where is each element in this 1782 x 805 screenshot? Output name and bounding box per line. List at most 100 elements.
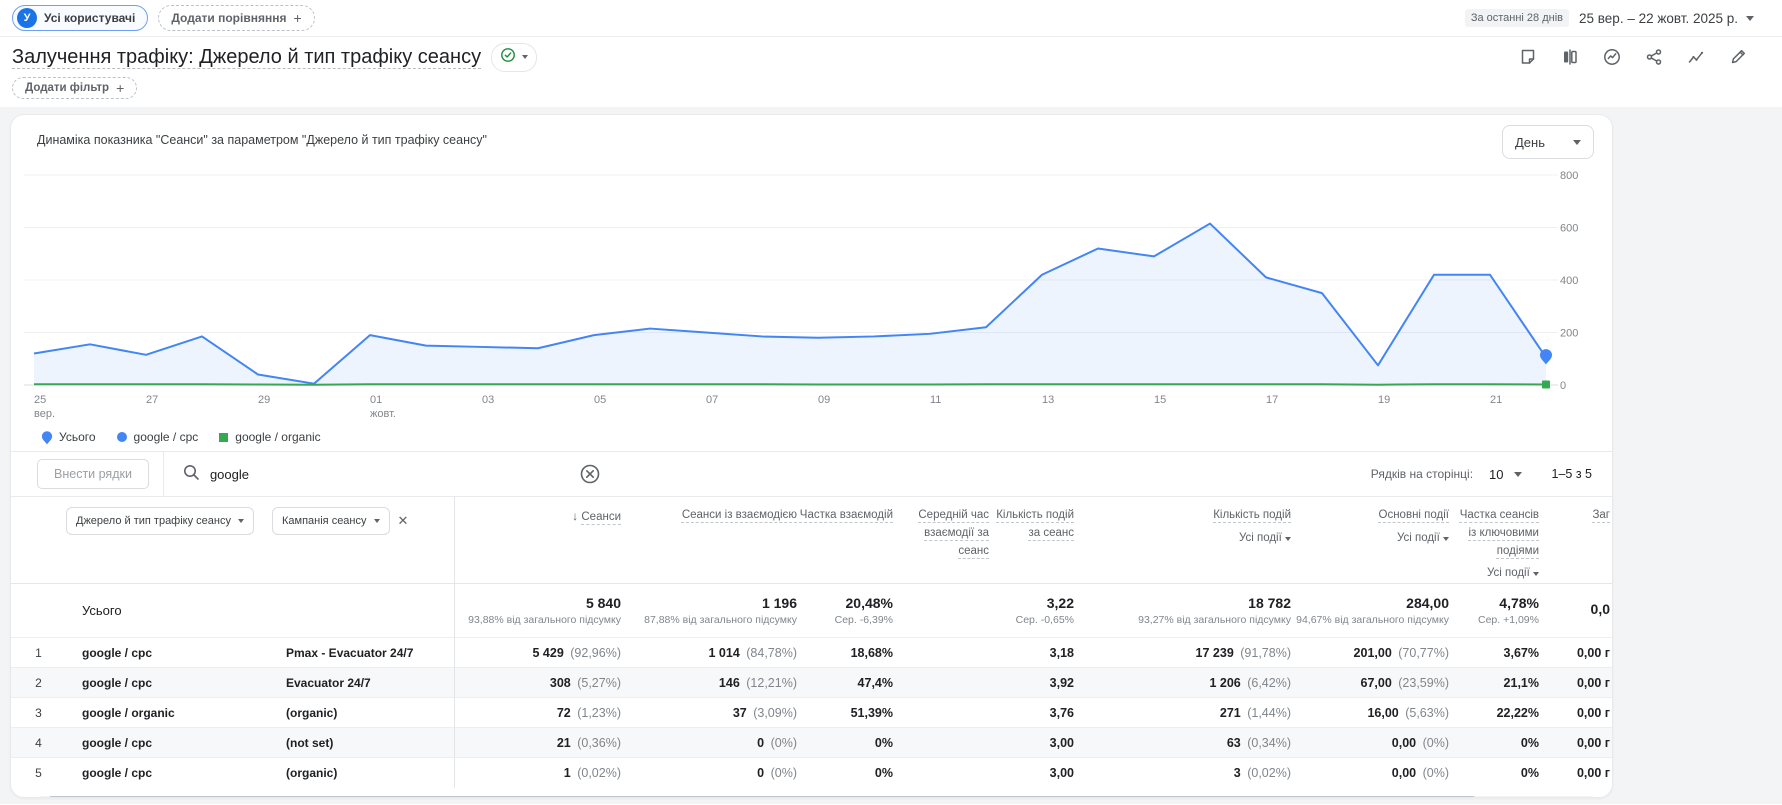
metric-cell: 3 (0,02%) [1233,766,1291,780]
metric-cell: 0,00 г [1576,675,1610,690]
comparison-button[interactable] [1554,42,1586,72]
secondary-dimension-select[interactable]: Кампанія сеансу [272,507,390,535]
metric-cell: 3,18 [1049,645,1074,660]
column-label: Основні події [1378,509,1449,521]
chevron-down-icon [1746,15,1754,21]
primary-dimension-select[interactable]: Джерело й тип трафіку сеансу [66,507,254,535]
add-comparison-chip[interactable]: Додати порівняння + [158,5,315,31]
row-number: 4 [35,735,42,750]
column-label: Сеанси із взаємодією [681,509,797,521]
svg-text:15: 15 [1154,394,1166,406]
filter-bar: Додати фільтр + [0,77,1782,107]
plus-icon: + [293,10,302,26]
chevron-down-icon [522,55,529,59]
table-row-4: 4 google / cpc (not set) 21 (0,36%) 0 (0%) 0%… [11,727,1612,758]
column-header-3[interactable]: Частка взаємодій [799,497,895,584]
chart-title: Динаміка показника "Сеанси" за параметро… [37,133,487,147]
event-scope-select[interactable]: Усі події [1293,530,1449,548]
totals-cell: 4,78% Сер. +1,09% [1477,595,1539,627]
column-header-4[interactable]: Середній час взаємодії за сеанс [895,497,991,584]
pin-marker-icon [41,430,53,444]
dimension-source-medium: google / cpc [82,675,153,690]
data-table: Джерело й тип трафіку сеансу Кампанія сеа… [11,497,1612,788]
metric-cell: 51,39% [850,705,893,720]
audience-chip[interactable]: У Усі користувачі [12,5,149,31]
row-number: 2 [35,675,42,690]
metric-cell [895,728,991,758]
chevron-down-icon [373,519,380,523]
chevron-down-icon [1513,471,1522,477]
metric-cell: 5 429 (92,96%) [453,637,623,668]
metric-cell: 22,22% [1496,705,1539,720]
chevron-down-icon [1285,536,1291,541]
report-status-badge[interactable] [491,42,538,72]
content-area: Динаміка показника "Сеанси" за параметро… [0,107,1782,804]
secondary-dimension-header: Кампанія сеансу ✕ [272,497,454,584]
dimension-campaign: (not set) [286,735,334,750]
svg-text:29: 29 [258,394,270,406]
metric-cell: 271 (1,44%) [1219,705,1291,720]
search-input[interactable]: google [209,466,249,482]
rows-per-page-value: 10 [1489,466,1504,482]
metric-cell: 0,00 г [1576,735,1610,750]
metric-cell: 0% [1520,735,1539,750]
divider [162,451,164,497]
primary-dimension-header: Джерело й тип трафіку сеансу [66,497,272,584]
analysis-trend-button[interactable] [1680,42,1712,72]
import-rows-button[interactable]: Внести рядки [37,459,149,489]
column-header-6[interactable]: Кількість подій Усі події [1076,497,1293,584]
rows-per-page-select[interactable]: 10 [1489,466,1522,482]
row-number: 1 [35,645,42,660]
table-row-5: 5 google / cpc (organic) 1 (0,02%) 0 (0%) 0% 3… [11,757,1612,788]
remove-dimension-button[interactable]: ✕ [397,513,409,528]
date-range-selector[interactable]: 25 вер. – 22 жовт. 2025 р. [1579,11,1754,26]
metric-cell: 37 (3,09%) [732,705,797,720]
clear-search-button[interactable] [579,463,601,485]
primary-dimension-label: Джерело й тип трафіку сеансу [76,515,231,527]
add-note-button[interactable] [1512,42,1544,72]
insights-button[interactable] [1596,42,1628,72]
dimension-campaign: Pmax - Evacuator 24/7 [286,645,414,660]
metric-cell: 0% [874,735,893,750]
metric-cell: 0,00 г [1576,645,1610,660]
date-range-area: За останні 28 днів 25 вер. – 22 жовт. 20… [1464,9,1754,27]
edit-button[interactable] [1722,42,1754,72]
metric-cell: 17 239 (91,78%) [1195,645,1291,660]
chevron-down-icon [1573,139,1581,145]
segment-bar: У Усі користувачі Додати порівняння + За… [0,0,1782,37]
metric-cell: 21 (0,36%) [453,727,623,758]
dimension-source-medium: google / cpc [82,766,153,780]
legend-label: google / organic [235,430,321,444]
metric-cell: 0,00 (0%) [1391,766,1449,780]
add-filter-chip[interactable]: Додати фільтр + [12,77,138,99]
column-header-2[interactable]: Сеанси із взаємодією [623,497,799,584]
dimension-campaign: (organic) [286,705,338,720]
event-scope-select[interactable]: Усі події [1451,565,1539,583]
event-scope-select[interactable]: Усі події [1076,530,1291,548]
check-circle-icon [500,47,516,68]
plus-icon: + [116,80,125,96]
granularity-select[interactable]: День [1502,125,1594,159]
metric-cell: 0,00 г [1576,766,1610,780]
totals-cell: 0,0 [1590,601,1610,618]
report-title-bar: Залучення трафіку: Джерело й тип трафіку… [0,37,1782,77]
audience-avatar: У [17,8,37,28]
column-header-8[interactable]: Частка сеансів із ключовими подіями Усі п… [1451,497,1541,584]
column-header-7[interactable]: Основні події Усі події [1293,497,1451,584]
scrollbar-thumb[interactable] [47,795,1477,797]
column-header-1[interactable]: ↓ Сеанси [453,497,623,584]
column-label: Частка взаємодій [799,509,893,521]
metric-cell: 16,00 (5,63%) [1367,705,1449,720]
column-label: Середній час взаємодії за сеанс [918,509,989,557]
column-header-5[interactable]: Кількість подій за сеанс [991,497,1076,584]
column-header-9[interactable]: Заг [1541,497,1612,584]
svg-text:19: 19 [1378,394,1390,406]
dimension-source-medium: google / organic [82,705,175,720]
svg-text:01: 01 [370,394,382,406]
metric-cell: 0,00 г [1576,705,1610,720]
table-row-1: 1 google / cpc Pmax - Evacuator 24/7 5 429 … [11,637,1612,668]
share-button[interactable] [1638,42,1670,72]
dimension-campaign: (organic) [286,766,338,780]
rows-per-page-label: Рядків на сторінці: [1370,467,1474,481]
